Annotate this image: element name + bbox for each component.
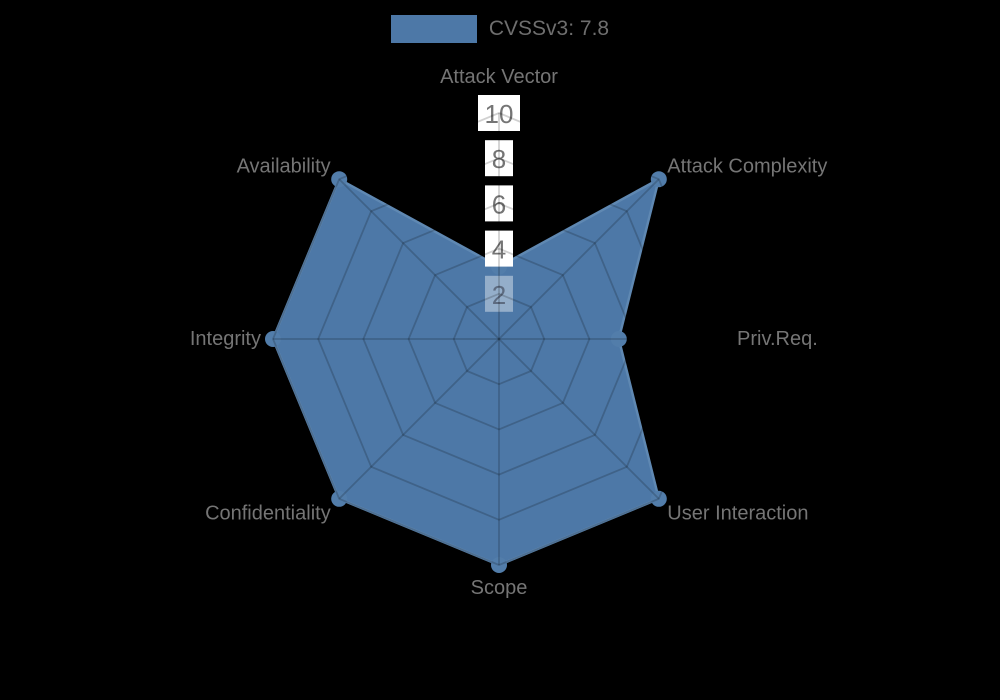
radar-series-group: [265, 171, 667, 573]
grid-ring-6: [362, 202, 636, 476]
data-point-marker[interactable]: [491, 557, 507, 573]
radial-tick-6: 6: [485, 185, 513, 222]
axis-label-user-interaction: User Interaction: [667, 502, 808, 524]
radar-grid: [272, 112, 726, 566]
axis-spoke: [498, 178, 660, 340]
data-point-marker[interactable]: [331, 171, 348, 188]
legend-color-swatch: [390, 15, 477, 43]
radial-tick-2: 2: [485, 275, 513, 312]
axis-spoke: [338, 178, 500, 340]
grid-ring-10: [272, 112, 726, 566]
tick-backdrop: [485, 275, 513, 312]
axis-label-confidentiality: Confidentiality: [205, 502, 331, 524]
axis-label-scope: Scope: [471, 577, 528, 599]
radial-tick-4: 4: [485, 230, 513, 267]
axis-spoke: [338, 338, 500, 500]
legend-item-cvssv3[interactable]: CVSSv3: 7.8: [390, 15, 610, 43]
data-point-marker[interactable]: [265, 331, 281, 347]
data-point-marker[interactable]: [650, 490, 667, 507]
grid-ring-8: [317, 157, 681, 521]
tick-label: 6: [492, 189, 506, 219]
radial-tick-10: 10: [478, 95, 520, 131]
grid-ring-2: [452, 292, 546, 386]
tick-backdrop: [485, 140, 513, 177]
tick-label: 10: [485, 99, 514, 129]
data-point-marker[interactable]: [610, 331, 627, 347]
data-point-marker[interactable]: [331, 490, 348, 507]
tick-label: 4: [492, 235, 506, 265]
axis-label-attack-complexity: Attack Complexity: [667, 156, 827, 178]
axis-spoke: [498, 338, 660, 500]
legend-label: CVSSv3: 7.8: [488, 17, 610, 40]
tick-label: 2: [492, 280, 506, 310]
axis-label-attack-vector: Attack Vector: [440, 66, 558, 88]
data-point-marker[interactable]: [650, 171, 667, 188]
tick-label: 8: [492, 144, 506, 174]
axis-label-priv-req: Priv.Req.: [737, 328, 818, 350]
radial-ticks: 2 4 6 8 10: [478, 95, 520, 312]
tick-backdrop: [485, 185, 513, 222]
chart-legend: CVSSv3: 7.8: [0, 15, 1000, 43]
axis-label-availability: Availability: [237, 156, 331, 178]
axis-label-integrity: Integrity: [190, 328, 261, 350]
radial-tick-8: 8: [485, 140, 513, 177]
tick-backdrop: [478, 95, 520, 131]
tick-backdrop: [485, 230, 513, 267]
grid-ring-4: [407, 247, 591, 431]
axis-labels: Attack Vector Attack Complexity Priv.Req. U…: [190, 66, 828, 599]
